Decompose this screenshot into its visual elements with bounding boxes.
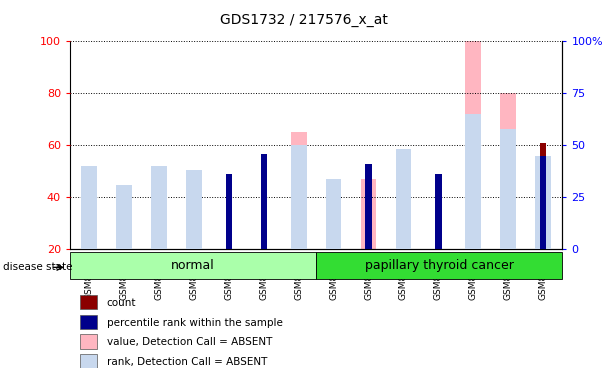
Bar <box>80 315 97 329</box>
Bar <box>226 210 232 249</box>
Bar <box>291 132 306 249</box>
Bar <box>70 252 316 279</box>
Bar <box>540 143 547 249</box>
Text: papillary thyroid cancer: papillary thyroid cancer <box>365 260 514 272</box>
Text: value, Detection Call = ABSENT: value, Detection Call = ABSENT <box>107 337 272 347</box>
Bar <box>540 156 547 249</box>
Bar <box>396 150 412 249</box>
Text: rank, Detection Call = ABSENT: rank, Detection Call = ABSENT <box>107 357 268 367</box>
Bar <box>151 166 167 249</box>
Bar <box>466 114 481 249</box>
Text: count: count <box>107 298 136 308</box>
Text: GDS1732 / 217576_x_at: GDS1732 / 217576_x_at <box>220 13 388 27</box>
Bar <box>186 170 202 249</box>
Bar <box>291 145 306 249</box>
Bar <box>435 205 441 249</box>
Bar <box>261 171 267 249</box>
Bar <box>435 174 441 249</box>
Bar <box>466 41 481 249</box>
Bar <box>116 185 132 249</box>
Bar <box>81 179 97 249</box>
Text: disease state: disease state <box>3 262 72 272</box>
Bar <box>326 178 342 249</box>
Bar <box>396 150 412 249</box>
Bar <box>151 187 167 249</box>
Bar <box>535 156 551 249</box>
Bar <box>80 295 97 309</box>
Bar <box>365 182 371 249</box>
Bar <box>80 354 97 368</box>
Bar <box>316 252 562 279</box>
Bar <box>81 166 97 249</box>
Bar <box>500 129 516 249</box>
Text: percentile rank within the sample: percentile rank within the sample <box>107 318 283 328</box>
Bar <box>365 164 371 249</box>
Bar <box>80 334 97 349</box>
Bar <box>261 154 267 249</box>
Bar <box>226 174 232 249</box>
Bar <box>326 189 342 249</box>
Bar <box>500 93 516 249</box>
Text: normal: normal <box>171 260 215 272</box>
Bar <box>186 200 202 249</box>
Bar <box>361 179 376 249</box>
